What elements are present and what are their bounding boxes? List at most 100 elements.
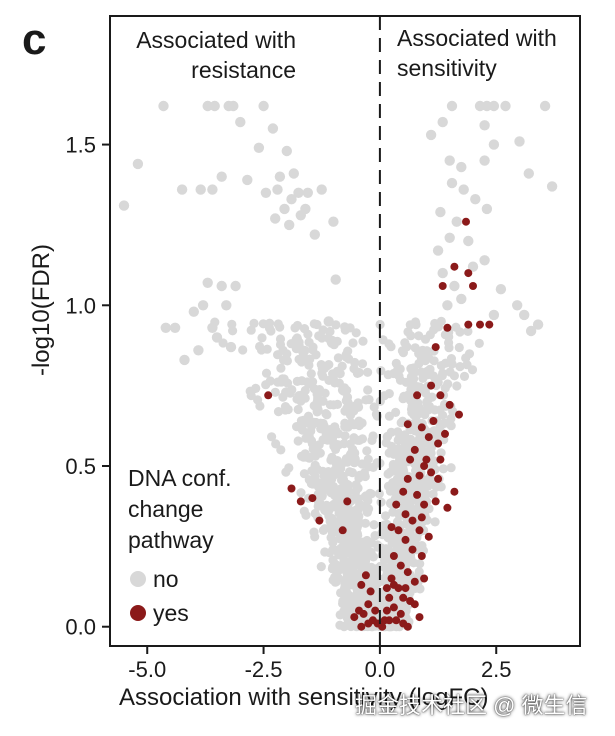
data-point-no [373, 542, 383, 552]
data-point-yes [385, 616, 394, 625]
legend-key-no [130, 571, 146, 587]
data-point-yes [396, 609, 405, 618]
data-point-yes [403, 622, 412, 631]
annotation-left-line1: Associated with [136, 27, 296, 53]
data-point-no [335, 610, 345, 620]
data-point-no [345, 410, 356, 420]
x-tick-label: -2.5 [245, 657, 283, 682]
data-point-no [264, 323, 275, 333]
data-point-yes [394, 526, 403, 535]
data-point-no [367, 575, 377, 585]
data-point-no [500, 100, 511, 112]
data-point-no [398, 348, 408, 358]
data-point-no [293, 436, 303, 446]
data-point-no [345, 467, 355, 477]
data-point-no [424, 353, 434, 363]
data-point-no [276, 363, 286, 373]
data-point-no [299, 324, 310, 334]
data-point-no [275, 339, 286, 350]
data-point-no [436, 448, 446, 458]
data-point-yes [296, 497, 305, 506]
data-point-no [118, 200, 130, 211]
data-point-no [327, 374, 338, 384]
data-point-no [132, 158, 144, 170]
data-point-no [425, 129, 437, 141]
data-point-no [456, 161, 467, 173]
data-point-no [354, 502, 364, 512]
data-point-no [449, 280, 460, 292]
data-point-no [316, 562, 326, 572]
data-point-no [357, 434, 368, 444]
data-point-no [316, 184, 327, 195]
data-point-no [351, 328, 361, 338]
data-point-no [281, 145, 292, 157]
data-point-no [444, 232, 455, 243]
data-point-yes [387, 523, 396, 532]
data-point-yes [417, 513, 426, 522]
data-point-no [235, 116, 246, 128]
data-point-no [369, 520, 379, 530]
data-point-no [324, 469, 334, 479]
data-point-no [363, 385, 373, 395]
data-point-yes [355, 606, 363, 615]
data-point-no [446, 414, 456, 424]
data-point-yes [364, 600, 373, 609]
data-point-no [383, 469, 393, 479]
data-point-no [335, 515, 345, 525]
data-point-no [451, 216, 462, 227]
x-tick-label: 0.0 [365, 657, 396, 682]
data-point-no [352, 368, 362, 378]
data-point-no [316, 486, 326, 496]
data-point-no [272, 184, 283, 195]
data-point-no [246, 325, 256, 335]
data-point-no [388, 461, 398, 471]
data-point-no [274, 171, 286, 182]
data-point-no [270, 213, 281, 224]
data-point-no [207, 322, 218, 333]
data-point-yes [431, 343, 440, 352]
data-point-no [389, 444, 399, 454]
data-point-yes [443, 323, 452, 332]
axes-ticks-layer: -5.0 -2.5 0.0 2.5 0.0 0.5 1.0 1.5 [65, 133, 511, 682]
data-point-yes [401, 510, 410, 519]
data-point-yes [436, 391, 445, 400]
data-point-no [408, 538, 418, 549]
legend: DNA conf. change pathway no yes [120, 464, 240, 634]
y-tick-label: 1.5 [65, 133, 96, 158]
data-point-no [279, 203, 290, 215]
yes-points-layer [264, 217, 494, 631]
data-point-no [339, 439, 349, 449]
data-point-no [354, 420, 364, 431]
data-point-no [288, 168, 299, 179]
data-point-no [463, 326, 473, 336]
data-point-no [414, 349, 424, 359]
data-point-no [397, 456, 408, 466]
data-point-yes [401, 584, 410, 593]
data-point-no [275, 322, 285, 332]
data-point-no [546, 181, 558, 192]
data-point-yes [399, 593, 408, 602]
data-point-no [414, 331, 424, 341]
data-point-no [442, 300, 453, 311]
data-point-no [253, 395, 263, 405]
data-point-no [398, 463, 408, 474]
data-point-no [437, 116, 448, 128]
data-point-no [452, 381, 462, 391]
data-point-yes [420, 462, 429, 470]
data-point-yes [413, 391, 422, 400]
data-point-yes [434, 474, 443, 483]
data-point-no [330, 274, 341, 285]
data-point-no [363, 462, 374, 472]
data-point-no [293, 187, 304, 198]
data-point-no [369, 402, 379, 412]
data-point-yes [455, 410, 463, 419]
data-point-no [308, 342, 318, 352]
data-point-no [403, 327, 413, 337]
data-point-no [391, 358, 401, 368]
data-point-no [267, 123, 279, 134]
data-point-no [328, 489, 339, 499]
data-point-no [340, 418, 350, 428]
data-point-no [310, 508, 320, 519]
data-point-no [470, 194, 481, 205]
